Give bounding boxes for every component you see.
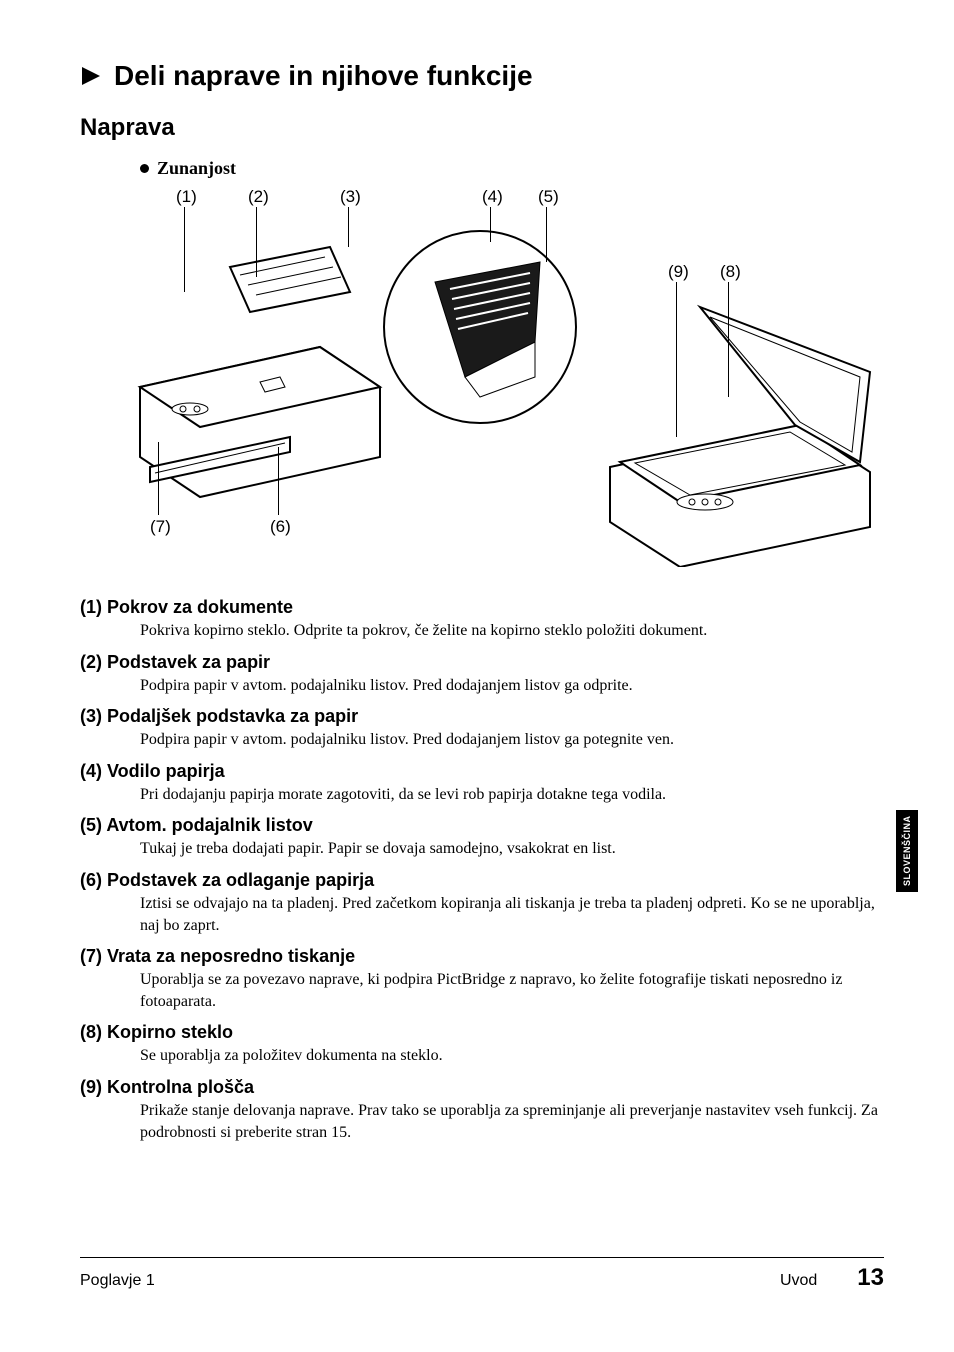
part-description: Se uporablja za položitev dokumenta na s…: [140, 1045, 884, 1067]
triangle-right-icon: [80, 65, 102, 87]
callout-label: (3): [340, 187, 361, 207]
part-title: (7) Vrata za neposredno tiskanje: [80, 946, 884, 967]
heading-subsub-row: Zunanjost: [140, 158, 884, 179]
callout-leader: [158, 442, 159, 515]
part-description: Podpira papir v avtom. podajalniku listo…: [140, 675, 884, 697]
callout-leader: [184, 207, 185, 292]
callout-leader: [490, 207, 491, 242]
language-tab: SLOVENŠČINA: [896, 810, 918, 892]
footer: Poglavje 1 Uvod 13: [80, 1257, 884, 1292]
heading-main: Deli naprave in njihove funkcije: [80, 60, 884, 92]
part-description: Pokriva kopirno steklo. Odprite ta pokro…: [140, 620, 884, 642]
part-title: (9) Kontrolna plošča: [80, 1077, 884, 1098]
footer-section: Uvod: [780, 1272, 817, 1290]
callout-label: (6): [270, 517, 291, 537]
bullet-icon: [140, 164, 149, 173]
part-description: Iztisi se odvajajo na ta pladenj. Pred z…: [140, 893, 884, 936]
callout-leader: [728, 282, 729, 397]
part-item: (3) Podaljšek podstavka za papirPodpira …: [80, 706, 884, 751]
callout-leader: [348, 207, 349, 247]
part-title: (5) Avtom. podajalnik listov: [80, 815, 884, 836]
heading-main-text: Deli naprave in njihove funkcije: [114, 60, 533, 92]
part-title: (4) Vodilo papirja: [80, 761, 884, 782]
callout-leader: [676, 282, 677, 437]
part-title: (6) Podstavek za odlaganje papirja: [80, 870, 884, 891]
callout-label: (9): [668, 262, 689, 282]
part-description: Pri dodajanju papirja morate zagotoviti,…: [140, 784, 884, 806]
part-item: (8) Kopirno stekloSe uporablja za položi…: [80, 1022, 884, 1067]
part-item: (7) Vrata za neposredno tiskanjeUporablj…: [80, 946, 884, 1012]
parts-list: (1) Pokrov za dokumentePokriva kopirno s…: [80, 597, 884, 1143]
heading-sub: Naprava: [80, 114, 884, 142]
callout-label: (7): [150, 517, 171, 537]
callout-leader: [546, 207, 547, 262]
footer-page-number: 13: [857, 1264, 884, 1292]
part-item: (9) Kontrolna ploščaPrikaže stanje delov…: [80, 1077, 884, 1143]
callout-label: (4): [482, 187, 503, 207]
part-title: (1) Pokrov za dokumente: [80, 597, 884, 618]
heading-subsub-text: Zunanjost: [157, 158, 236, 179]
part-description: Tukaj je treba dodajati papir. Papir se …: [140, 838, 884, 860]
callout-label: (5): [538, 187, 559, 207]
part-description: Prikaže stanje delovanja naprave. Prav t…: [140, 1100, 884, 1143]
part-title: (3) Podaljšek podstavka za papir: [80, 706, 884, 727]
callout-label: (8): [720, 262, 741, 282]
part-title: (8) Kopirno steklo: [80, 1022, 884, 1043]
callout-leader: [278, 447, 279, 515]
printer-illustration-right: [590, 277, 890, 567]
part-item: (4) Vodilo papirjaPri dodajanju papirja …: [80, 761, 884, 806]
printer-illustration-detail: [380, 227, 580, 427]
part-description: Uporablja se za povezavo naprave, ki pod…: [140, 969, 884, 1012]
part-description: Podpira papir v avtom. podajalniku listo…: [140, 729, 884, 751]
part-item: (6) Podstavek za odlaganje papirjaIztisi…: [80, 870, 884, 936]
part-item: (2) Podstavek za papirPodpira papir v av…: [80, 652, 884, 697]
callout-leader: [256, 207, 257, 277]
page: Deli naprave in njihove funkcije Naprava…: [0, 0, 954, 1352]
part-item: (1) Pokrov za dokumentePokriva kopirno s…: [80, 597, 884, 642]
footer-chapter: Poglavje 1: [80, 1272, 155, 1290]
part-item: (5) Avtom. podajalnik listovTukaj je tre…: [80, 815, 884, 860]
callout-label: (1): [176, 187, 197, 207]
printer-illustration-left: [120, 237, 420, 517]
part-title: (2) Podstavek za papir: [80, 652, 884, 673]
diagram-area: (1) (2) (3) (4) (5) (7) (6) (9) (8): [120, 187, 880, 567]
callout-label: (2): [248, 187, 269, 207]
